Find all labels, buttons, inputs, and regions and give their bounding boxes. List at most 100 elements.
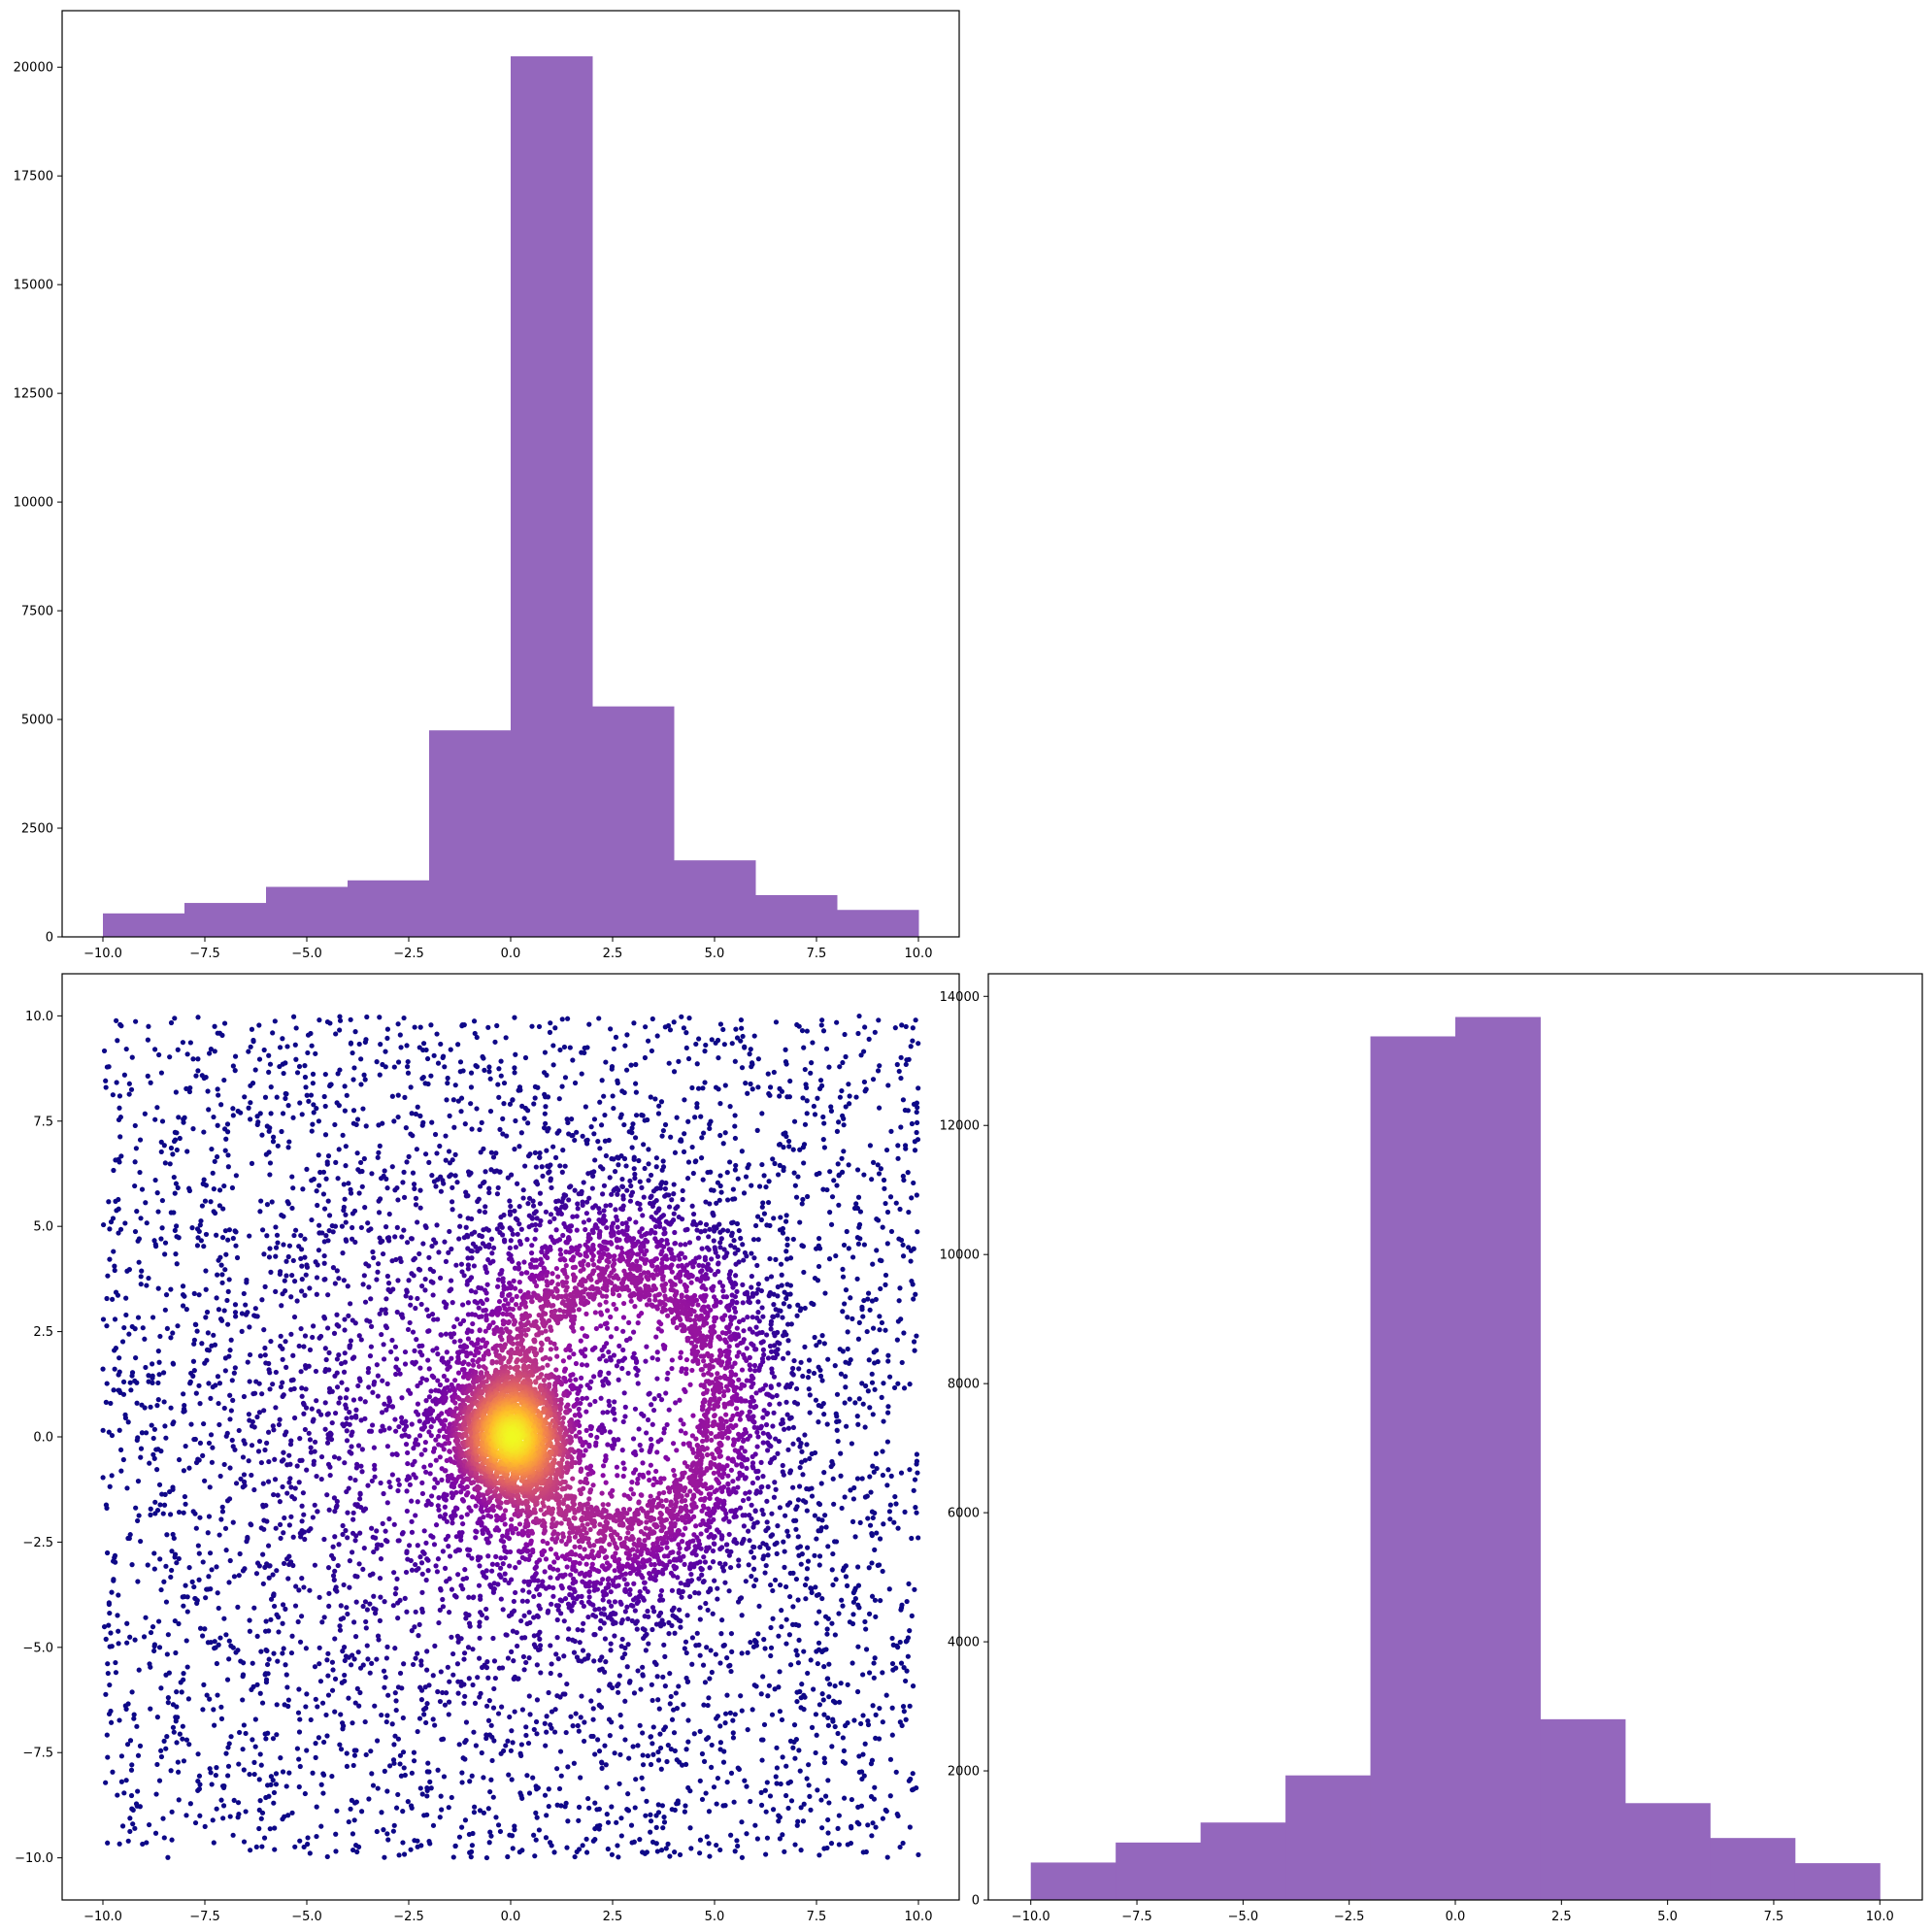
joint-scatter-point (732, 1123, 738, 1129)
joint-scatter-point (734, 1220, 741, 1227)
joint-scatter-point (235, 1604, 241, 1610)
joint-scatter-point (556, 1785, 563, 1792)
joint-scatter-point (297, 1100, 303, 1106)
joint-scatter-point (901, 1330, 907, 1336)
joint-scatter-point (912, 1586, 917, 1592)
joint-scatter-point (872, 1597, 879, 1603)
joint-scatter-point (132, 1122, 138, 1129)
joint-scatter-point (862, 1424, 868, 1430)
joint-scatter-point (867, 1143, 874, 1149)
joint-scatter-point (640, 1762, 647, 1768)
joint-scatter-point (205, 1330, 211, 1336)
joint-scatter-point (515, 1181, 520, 1186)
joint-scatter-point (576, 1804, 583, 1810)
joint-scatter-point (336, 1147, 342, 1152)
joint-scatter-point (449, 1278, 454, 1283)
joint-scatter-point (532, 1853, 538, 1859)
joint-scatter-point (778, 1215, 783, 1220)
joint-scatter-point (263, 1736, 269, 1742)
joint-scatter-point (728, 1832, 734, 1838)
joint-scatter-point (904, 1598, 910, 1605)
joint-scatter-point (621, 1155, 628, 1162)
joint-scatter-point (797, 1219, 803, 1225)
joint-scatter-point (280, 1620, 285, 1626)
joint-scatter-point (697, 1652, 703, 1658)
joint-scatter-point (810, 1040, 816, 1046)
joint-scatter-point (801, 1160, 807, 1166)
joint-scatter-point (372, 1462, 378, 1468)
joint-scatter-point (176, 1555, 182, 1562)
joint-scatter-point (378, 1176, 384, 1182)
joint-scatter-point (897, 1639, 903, 1646)
joint-scatter-point (498, 1058, 504, 1064)
joint-scatter-point (655, 1757, 662, 1763)
joint-scatter-point (850, 1599, 857, 1605)
joint-scatter-point (507, 1563, 513, 1569)
joint-scatter-point (876, 1105, 883, 1111)
joint-scatter-point (759, 1111, 765, 1116)
joint-scatter-point (231, 1797, 237, 1804)
joint-scatter-point (113, 1670, 119, 1676)
joint-scatter-point (767, 1084, 774, 1090)
joint-scatter-point (800, 1095, 806, 1101)
joint-scatter-point (813, 1584, 818, 1590)
joint-scatter-point (121, 1324, 127, 1331)
joint-scatter-point (518, 1742, 524, 1748)
joint-scatter-point (497, 1169, 503, 1175)
joint-scatter-point (225, 1763, 232, 1769)
joint-scatter-point (346, 1818, 351, 1825)
joint-scatter-point (204, 1692, 210, 1698)
joint-scatter-point (537, 1190, 544, 1196)
joint-scatter-point (357, 1396, 363, 1402)
joint-scatter-point (754, 1214, 761, 1219)
joint-scatter-point (683, 1649, 689, 1656)
joint-scatter-point (365, 1482, 371, 1488)
joint-scatter-point (834, 1128, 841, 1134)
joint-scatter-point (310, 1770, 316, 1776)
joint-scatter-point (854, 1819, 860, 1825)
joint-scatter-point (675, 1798, 681, 1804)
joint-scatter-point (360, 1566, 366, 1573)
joint-scatter-point (746, 1299, 751, 1305)
joint-scatter-point (784, 1412, 790, 1417)
joint-scatter-point (627, 1679, 633, 1684)
joint-scatter-point (387, 1288, 393, 1295)
joint-scatter-point (909, 1195, 915, 1201)
joint-scatter-point (197, 1440, 204, 1447)
joint-scatter-point (183, 1085, 189, 1092)
joint-scatter-point (597, 1099, 603, 1105)
joint-scatter-point (906, 1245, 912, 1250)
joint-scatter-point (346, 1485, 351, 1491)
joint-scatter-point (499, 1665, 506, 1671)
joint-scatter-point (802, 1344, 808, 1349)
joint-scatter-point (702, 1048, 708, 1054)
joint-scatter-point (678, 1138, 683, 1144)
joint-scatter-point (224, 1677, 231, 1682)
joint-scatter-point (841, 1122, 847, 1128)
joint-scatter-point (171, 1535, 177, 1542)
joint-scatter-point (894, 1337, 900, 1343)
joint-scatter-point (299, 1518, 305, 1524)
joint-scatter-point (590, 1612, 596, 1618)
x-histogram-bar (837, 910, 919, 937)
joint-scatter-point (238, 1110, 244, 1116)
joint-scatter-point (455, 1042, 461, 1048)
joint-scatter-point (349, 1444, 354, 1449)
joint-scatter-point (384, 1035, 390, 1042)
joint-scatter-point (722, 1720, 728, 1726)
joint-scatter-point (889, 1705, 895, 1711)
joint-scatter-point (489, 1757, 495, 1764)
joint-scatter-point (796, 1437, 802, 1443)
joint-scatter-point (869, 1371, 875, 1377)
joint-scatter-point (394, 1451, 400, 1458)
joint-scatter-point (349, 1797, 355, 1803)
joint-scatter-point (789, 1370, 795, 1376)
joint-scatter-point (271, 1427, 277, 1433)
joint-scatter-point (333, 1831, 339, 1837)
joint-scatter-point (822, 1614, 829, 1619)
joint-scatter-point (798, 1848, 804, 1853)
joint-scatter-point (391, 1064, 397, 1070)
joint-scatter-point (155, 1349, 161, 1354)
joint-scatter-point (334, 1370, 340, 1376)
joint-scatter-point (724, 1692, 730, 1698)
